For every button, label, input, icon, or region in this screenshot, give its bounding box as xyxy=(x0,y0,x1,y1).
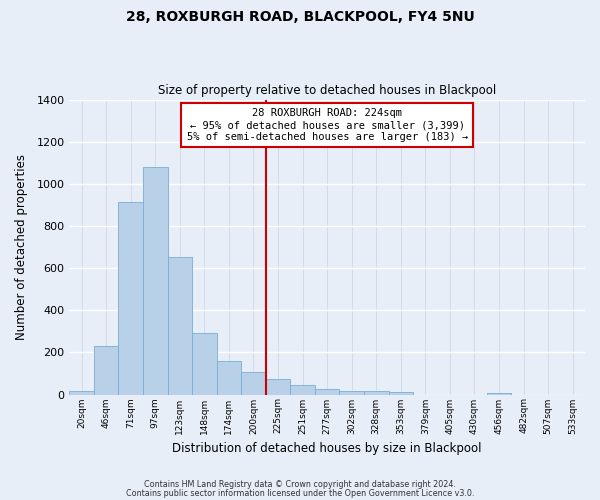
X-axis label: Distribution of detached houses by size in Blackpool: Distribution of detached houses by size … xyxy=(172,442,482,455)
Y-axis label: Number of detached properties: Number of detached properties xyxy=(15,154,28,340)
Bar xyxy=(70,392,94,394)
Text: 28, ROXBURGH ROAD, BLACKPOOL, FY4 5NU: 28, ROXBURGH ROAD, BLACKPOOL, FY4 5NU xyxy=(125,10,475,24)
Text: Contains HM Land Registry data © Crown copyright and database right 2024.: Contains HM Land Registry data © Crown c… xyxy=(144,480,456,489)
Bar xyxy=(290,386,315,394)
Title: Size of property relative to detached houses in Blackpool: Size of property relative to detached ho… xyxy=(158,84,496,97)
Bar xyxy=(217,361,241,394)
Bar xyxy=(389,392,413,394)
Bar xyxy=(143,167,167,394)
Bar xyxy=(340,390,364,394)
Bar xyxy=(241,372,266,394)
Text: 28 ROXBURGH ROAD: 224sqm
← 95% of detached houses are smaller (3,399)
5% of semi: 28 ROXBURGH ROAD: 224sqm ← 95% of detach… xyxy=(187,108,468,142)
Bar xyxy=(118,202,143,394)
Bar xyxy=(266,380,290,394)
Text: Contains public sector information licensed under the Open Government Licence v3: Contains public sector information licen… xyxy=(126,488,474,498)
Bar xyxy=(315,389,340,394)
Bar xyxy=(94,346,118,395)
Bar xyxy=(192,334,217,394)
Bar xyxy=(167,256,192,394)
Bar xyxy=(364,391,389,394)
